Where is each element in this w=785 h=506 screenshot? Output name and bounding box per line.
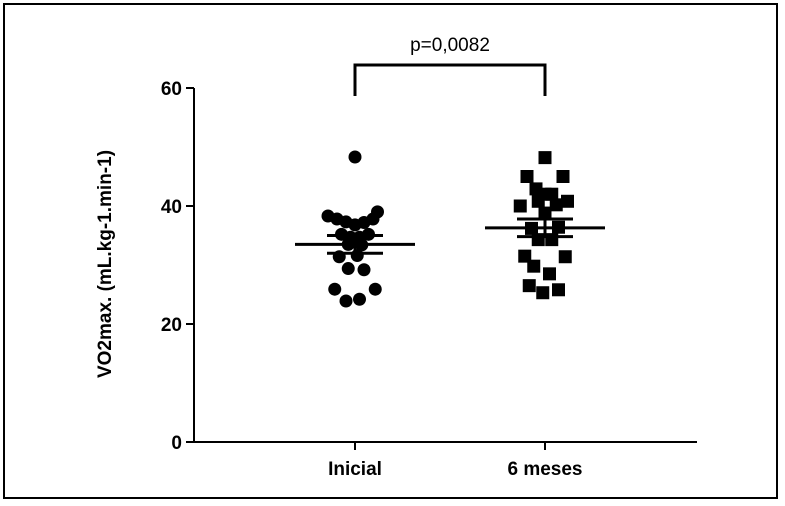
data-point-square bbox=[558, 250, 572, 264]
y-tick-label: 40 bbox=[161, 197, 182, 218]
data-point-square bbox=[556, 170, 570, 183]
data-point-circle bbox=[366, 212, 380, 226]
data-point-circle bbox=[357, 263, 371, 277]
bracket-line bbox=[353, 63, 547, 96]
data-point-square bbox=[545, 233, 559, 247]
data-point-circle bbox=[328, 282, 342, 296]
data-point-square bbox=[549, 198, 563, 212]
mean-sem-lines bbox=[295, 217, 605, 255]
y-tick-label: 60 bbox=[161, 79, 182, 100]
data-point-square bbox=[545, 187, 559, 201]
data-point-square bbox=[522, 279, 536, 293]
data-point-circle bbox=[353, 292, 366, 306]
x-tick-label: 6 meses bbox=[507, 459, 582, 480]
data-point-square bbox=[520, 170, 534, 183]
data-point-circle bbox=[348, 150, 362, 164]
x-tick-label: Inicial bbox=[328, 459, 382, 480]
data-point-square bbox=[513, 199, 527, 213]
y-axis-label: VO2max. (mL.kg-1.min-1) bbox=[95, 150, 116, 378]
figure-frame bbox=[3, 3, 778, 499]
axes: 0 20 40 60 Inicial 6 meses bbox=[161, 79, 697, 480]
data-point-square bbox=[561, 194, 574, 208]
data-point-circle bbox=[368, 282, 382, 296]
data-point-square bbox=[543, 267, 556, 281]
data-point-square bbox=[538, 206, 552, 220]
data-point-square bbox=[552, 283, 565, 297]
data-point-circle bbox=[339, 294, 353, 308]
data-point-circle bbox=[350, 249, 364, 263]
data-point-square bbox=[538, 151, 552, 165]
significance-bracket: p=0,0082 bbox=[353, 35, 547, 96]
data-point-square bbox=[518, 249, 532, 263]
data-point-square bbox=[531, 194, 545, 208]
data-point-square bbox=[536, 286, 550, 300]
y-tick-label: 0 bbox=[171, 433, 182, 454]
data-point-square bbox=[527, 259, 541, 273]
y-tick-label: 20 bbox=[161, 315, 182, 336]
data-point-circle bbox=[341, 262, 355, 276]
p-value-label: p=0,0082 bbox=[410, 35, 490, 56]
data-point-square bbox=[531, 233, 545, 247]
